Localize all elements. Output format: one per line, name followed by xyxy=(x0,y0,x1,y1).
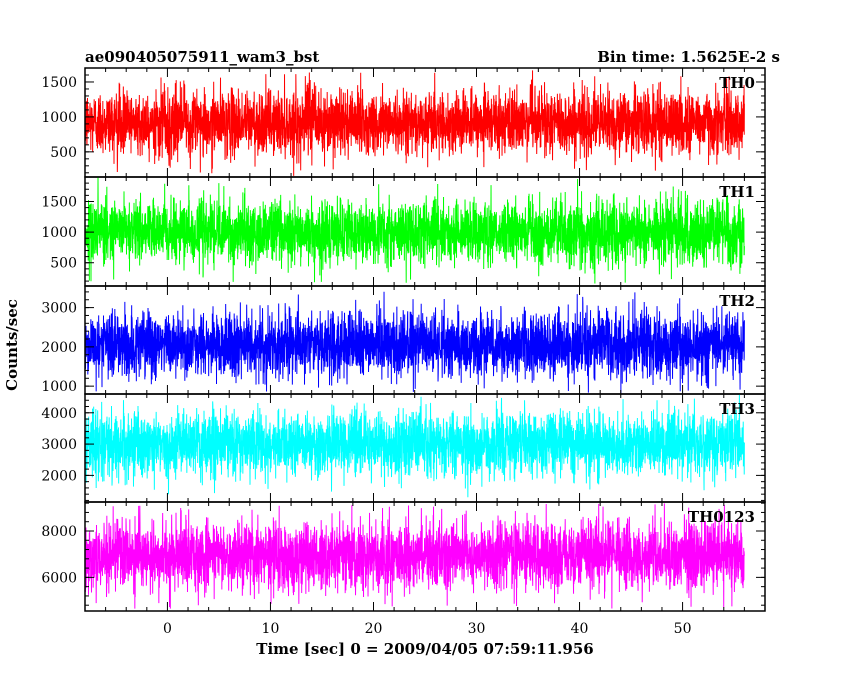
x-tick-label: 50 xyxy=(674,621,692,637)
x-axis-label: Time [sec] 0 = 2009/04/05 07:59:11.956 xyxy=(256,640,593,658)
panel-label-th2: TH2 xyxy=(719,292,755,310)
series-th3 xyxy=(85,394,745,498)
panel-label-th0: TH0 xyxy=(719,74,755,92)
y-tick-label: 2000 xyxy=(41,468,77,484)
panel-th0123: 6000 8000 TH0123 xyxy=(41,501,766,612)
x-tick-label: 40 xyxy=(571,621,589,637)
panel-th0: 500 1000 1500 TH0 xyxy=(41,67,766,178)
panel-label-th0123: TH0123 xyxy=(688,508,755,526)
y-tick-label: 3000 xyxy=(41,301,77,317)
panel-label-th3: TH3 xyxy=(719,400,755,418)
x-tick-label: 30 xyxy=(468,621,486,637)
series-th0 xyxy=(85,70,745,176)
panel-th3: 2000 3000 4000 TH3 xyxy=(41,393,766,503)
series-th1 xyxy=(85,177,745,284)
chart-title: ae090405075911_wam3_bst xyxy=(85,48,319,66)
y-tick-label: 500 xyxy=(50,256,77,272)
panel-frame xyxy=(84,501,766,612)
bin-time-label: Bin time: 1.5625E-2 s xyxy=(597,48,780,66)
y-tick-label: 1500 xyxy=(41,75,77,91)
y-tick-label: 3000 xyxy=(41,437,77,453)
y-tick-label: 1000 xyxy=(41,225,77,241)
panel-th1: 500 1000 1500 TH1 xyxy=(41,176,766,287)
x-tick-label: 10 xyxy=(262,621,280,637)
y-tick-label: 500 xyxy=(50,145,77,161)
panel-label-th1: TH1 xyxy=(719,183,755,201)
series-th2 xyxy=(85,291,745,394)
y-tick-label: 1500 xyxy=(41,194,77,210)
x-tick-label: 0 xyxy=(163,621,172,637)
y-tick-label: 6000 xyxy=(41,570,77,586)
y-tick-label: 1000 xyxy=(41,110,77,126)
y-tick-label: 4000 xyxy=(41,406,77,422)
y-tick-label: 1000 xyxy=(41,379,77,395)
x-tick-label: 20 xyxy=(365,621,383,637)
y-tick-label: 2000 xyxy=(41,340,77,356)
series-th0123 xyxy=(85,503,745,609)
y-axis-label: Counts/sec xyxy=(3,299,21,391)
y-tick-label: 8000 xyxy=(41,524,77,540)
panel-th2: 1000 2000 3000 TH2 xyxy=(41,285,766,395)
